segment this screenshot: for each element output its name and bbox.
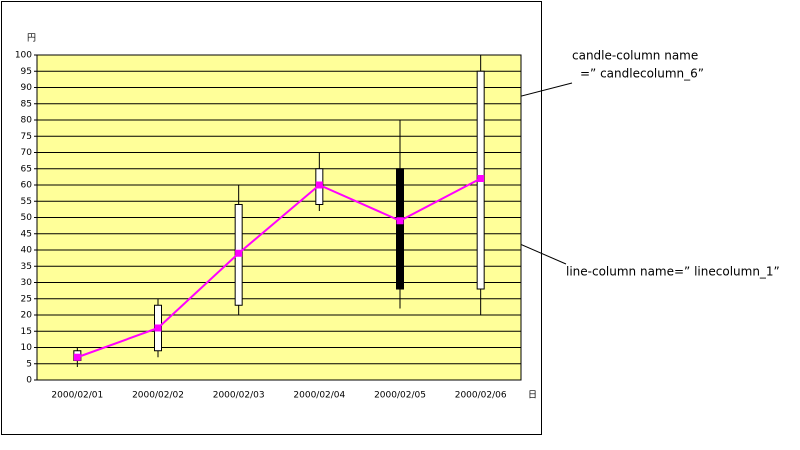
line [76, 177, 482, 359]
y-tick-label: 30 [21, 278, 33, 288]
y-tick-label: 60 [21, 181, 33, 191]
y-tick-label: 95 [21, 67, 32, 77]
line-marker [154, 324, 162, 332]
y-tick-label: 80 [21, 116, 33, 126]
annotation: =” candlecolumn_6” [580, 67, 704, 81]
y-axis-label: 円 [27, 33, 36, 44]
y-tick-label: 65 [21, 164, 32, 174]
annotation: candle-column name [572, 49, 698, 63]
line-marker [315, 181, 323, 189]
y-tick-label: 70 [21, 148, 33, 158]
y-tick-label: 15 [21, 327, 32, 337]
y-tick-label: 100 [15, 51, 32, 61]
y-tick-label: 55 [21, 197, 32, 207]
line-marker [73, 353, 81, 361]
x-tick-label: 2000/02/01 [51, 391, 103, 401]
candle-body [396, 168, 404, 290]
y-tick-label: 45 [21, 229, 32, 239]
y-tick-label: 25 [21, 294, 32, 304]
annotation: line-column name=” linecolumn_1” [566, 265, 780, 279]
y-tick-label: 75 [21, 132, 32, 142]
line-marker [235, 249, 243, 257]
y-tick-label: 40 [21, 246, 33, 256]
y-tick-label: 90 [21, 83, 33, 93]
line-marker [396, 217, 404, 225]
y-tick-label: 50 [21, 213, 33, 223]
x-tick-label: 2000/02/03 [213, 391, 265, 401]
y-tick-label: 85 [21, 99, 32, 109]
y-tick-label: 5 [26, 359, 32, 369]
y-tick-label: 10 [21, 343, 33, 353]
x-tick-label: 2000/02/02 [132, 391, 184, 401]
x-axis-label: 日 [528, 390, 537, 401]
line-marker [477, 175, 485, 182]
y-tick-label: 20 [21, 311, 33, 321]
x-tick-label: 2000/02/06 [455, 391, 507, 401]
y-tick-label: 35 [21, 262, 32, 272]
x-tick-label: 2000/02/05 [374, 391, 426, 401]
x-tick-label: 2000/02/04 [293, 391, 345, 401]
y-tick-label: 0 [26, 376, 32, 386]
